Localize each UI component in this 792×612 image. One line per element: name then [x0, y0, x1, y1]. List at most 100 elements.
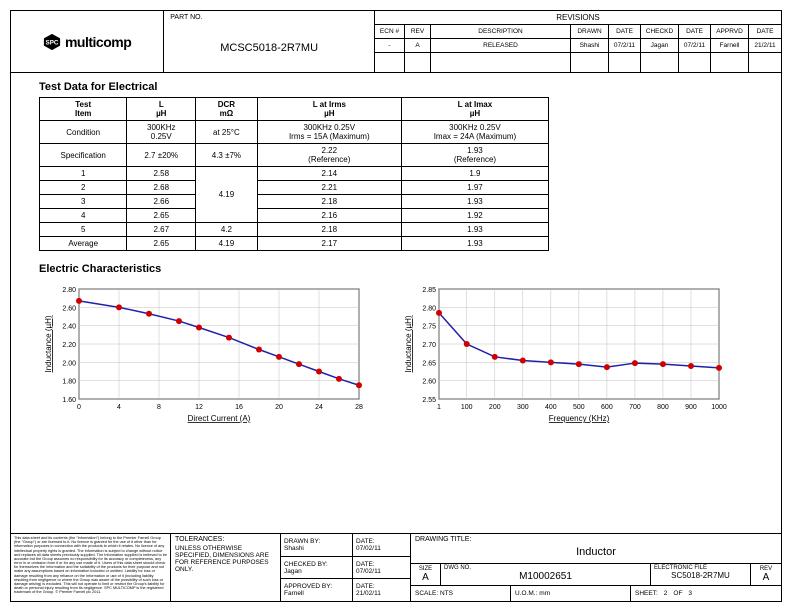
rev-cell: A — [405, 39, 430, 53]
table-cell: 300KHz0.25V — [127, 121, 196, 144]
page-frame: SPC multicomp PART NO. MCSC5018-2R7MU RE… — [10, 10, 782, 602]
electric-char-title: Electric Characteristics — [39, 263, 753, 275]
table-cell: Average — [40, 237, 127, 251]
test-table: TestItemLµHDCRmΩL at IrmsµHL at ImaxµHCo… — [39, 97, 549, 251]
svg-text:2.65: 2.65 — [422, 360, 436, 367]
sheet-cur: 2 — [664, 590, 668, 597]
footer: This data sheet and its contents (the "I… — [11, 533, 781, 601]
table-cell: 2.14 — [257, 167, 401, 181]
table-cell: Specification — [40, 144, 127, 167]
table-cell: 2.16 — [257, 209, 401, 223]
svg-text:4: 4 — [117, 404, 121, 411]
svg-text:0: 0 — [77, 404, 81, 411]
svg-text:Frequency (KHz): Frequency (KHz) — [549, 414, 610, 423]
table-cell: 2.66 — [127, 195, 196, 209]
sheet-total: 3 — [688, 590, 692, 597]
svg-text:28: 28 — [355, 404, 363, 411]
rev-cell: Shashi — [571, 39, 608, 53]
table-cell: 2.65 — [127, 237, 196, 251]
rev: A — [751, 572, 781, 583]
svg-text:2.40: 2.40 — [62, 324, 76, 331]
svg-text:2.60: 2.60 — [422, 379, 436, 386]
svg-text:2.00: 2.00 — [62, 360, 76, 367]
rev-cell — [641, 53, 678, 67]
table-cell: 2.18 — [257, 223, 401, 237]
svg-text:2.20: 2.20 — [62, 342, 76, 349]
test-data-title: Test Data for Electrical — [39, 81, 753, 93]
table-cell: 4 — [40, 209, 127, 223]
table-cell: 2 — [40, 181, 127, 195]
uom-label: U.O.M.: — [515, 590, 537, 597]
table-cell: 3 — [40, 195, 127, 209]
table-cell: L at IrmsµH — [257, 98, 401, 121]
table-cell: L at ImaxµH — [401, 98, 548, 121]
partno-label: PART NO. — [164, 11, 374, 24]
rev-cell — [749, 53, 781, 67]
table-cell: 1.93(Reference) — [401, 144, 548, 167]
svg-text:1.80: 1.80 — [62, 379, 76, 386]
approval-name: CHECKED BY:Jagan — [281, 557, 353, 579]
approval-date: DATE:07/02/11 — [353, 534, 410, 556]
rev-cell: Jagan — [641, 39, 678, 53]
rev-header: APPRVD — [711, 25, 748, 39]
table-cell: 2.21 — [257, 181, 401, 195]
sheet-of: OF — [673, 590, 682, 597]
title-block: DRAWING TITLE: Inductor SIZE A DWG NO. M… — [411, 534, 781, 601]
drawing-title-label: DRAWING TITLE: — [415, 536, 777, 543]
table-cell: 300KHz 0.25VImax = 24A (Maximum) — [401, 121, 548, 144]
table-cell: Condition — [40, 121, 127, 144]
rev-header: DATE — [749, 25, 781, 39]
chart-1: 1.601.802.002.202.402.602.80048121620242… — [39, 279, 369, 431]
rev-header: DESCRIPTION — [431, 25, 570, 39]
table-cell: 2.22(Reference) — [257, 144, 401, 167]
table-cell: 2.18 — [257, 195, 401, 209]
table-cell: 300KHz 0.25VIrms = 15A (Maximum) — [257, 121, 401, 144]
table-cell: 5 — [40, 223, 127, 237]
svg-text:2.70: 2.70 — [422, 342, 436, 349]
svg-text:300: 300 — [517, 404, 529, 411]
rev-header: ECN # — [375, 25, 404, 39]
revisions-block: REVISIONS ECN #-REVADESCRIPTIONRELEASEDD… — [375, 11, 781, 72]
efile: SC5018-2R7MU — [654, 571, 747, 580]
table-cell: 1 — [40, 167, 127, 181]
tolerances-text: UNLESS OTHERWISE SPECIFIED, DIMENSIONS A… — [175, 545, 276, 573]
svg-text:8: 8 — [157, 404, 161, 411]
partno-value: MCSC5018-2R7MU — [164, 24, 374, 72]
table-cell: 4.2 — [196, 223, 258, 237]
svg-text:Inductance (µH): Inductance (µH) — [404, 315, 413, 372]
revisions-title: REVISIONS — [375, 11, 781, 25]
svg-text:2.80: 2.80 — [62, 287, 76, 294]
table-cell: at 25°C — [196, 121, 258, 144]
svg-text:20: 20 — [275, 404, 283, 411]
svg-text:800: 800 — [657, 404, 669, 411]
svg-text:2.80: 2.80 — [422, 305, 436, 312]
header: SPC multicomp PART NO. MCSC5018-2R7MU RE… — [11, 11, 781, 73]
rev-cell — [405, 53, 430, 67]
table-cell: 2.58 — [127, 167, 196, 181]
rev-cell: 07/2/11 — [609, 39, 640, 53]
rev-header: DRAWN — [571, 25, 608, 39]
approval-date: DATE:21/02/11 — [353, 579, 410, 601]
table-cell: 1.9 — [401, 167, 548, 181]
svg-text:500: 500 — [573, 404, 585, 411]
svg-text:16: 16 — [235, 404, 243, 411]
approval-block: DRAWN BY:ShashiDATE:07/02/11CHECKED BY:J… — [281, 534, 411, 601]
table-cell: 1.93 — [401, 195, 548, 209]
tolerances-title: TOLERANCES: — [175, 536, 276, 543]
svg-text:Direct Current (A): Direct Current (A) — [188, 414, 251, 423]
approval-date: DATE:07/02/11 — [353, 557, 410, 579]
rev-header: REV — [405, 25, 430, 39]
svg-text:600: 600 — [601, 404, 613, 411]
rev-cell: - — [375, 39, 404, 53]
size: A — [411, 572, 440, 583]
table-cell: 1.93 — [401, 223, 548, 237]
table-cell: 1.93 — [401, 237, 548, 251]
svg-text:100: 100 — [461, 404, 473, 411]
svg-text:400: 400 — [545, 404, 557, 411]
svg-text:SPC: SPC — [46, 39, 59, 46]
table-cell: LµH — [127, 98, 196, 121]
rev-cell — [571, 53, 608, 67]
rev-header: DATE — [609, 25, 640, 39]
rev-header: DATE — [679, 25, 710, 39]
rev-header: CHECKD — [641, 25, 678, 39]
